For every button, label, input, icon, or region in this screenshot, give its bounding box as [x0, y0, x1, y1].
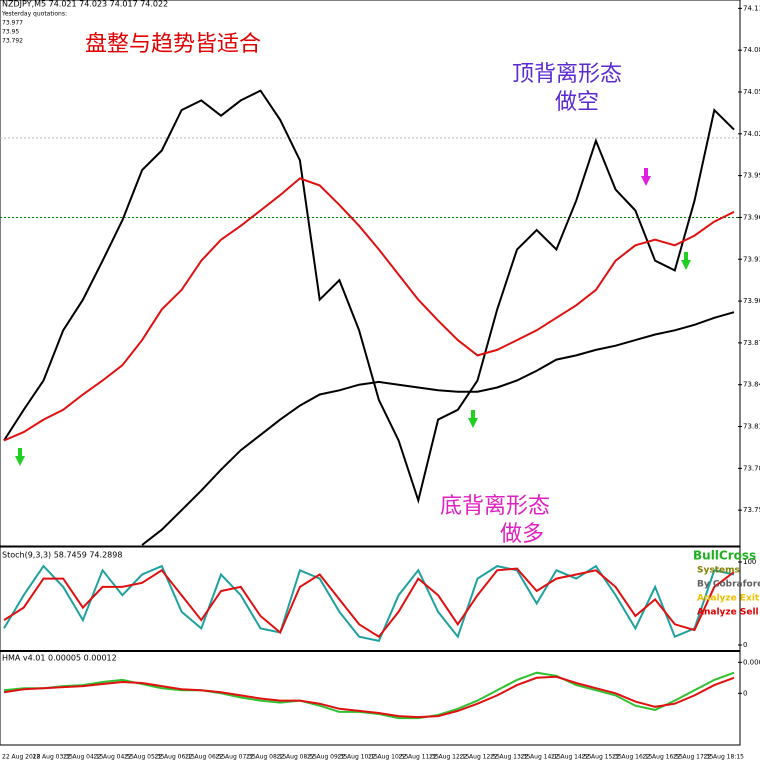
y-tick-label: 0.0003	[743, 658, 760, 666]
series-line	[3, 564, 735, 643]
y-tick-label: 73.935	[743, 255, 760, 263]
series-line	[3, 177, 735, 442]
y-tick-label: 73.905	[743, 297, 760, 305]
x-tick-label: 22 Aug 18:15	[704, 754, 745, 761]
x-tick-label: 22 Aug 07:35	[216, 754, 257, 761]
indicator-label: Analyze Sell	[697, 608, 759, 618]
buy-arrow	[681, 252, 691, 270]
x-tick-label: 22 Aug 09:35	[307, 754, 348, 761]
buy-arrow	[468, 410, 478, 428]
x-tick-label: 22 Aug 16:15	[612, 754, 653, 761]
series-line	[3, 567, 735, 639]
x-tick-label: 22 Aug 15:35	[582, 754, 623, 761]
y-tick-label: 73.965	[743, 213, 760, 221]
x-tick-label: 22 Aug 12:15	[429, 754, 470, 761]
y-tick-label: 74.115	[743, 4, 760, 12]
x-tick-label: 22 Aug 04:15	[63, 754, 104, 761]
annotation: 顶背离形态	[512, 62, 622, 87]
sell-arrow	[641, 168, 651, 186]
y-tick-label: 74.085	[743, 46, 760, 54]
x-tick-label: 22 Aug 2018	[2, 754, 41, 761]
y-tick-label: 74.025	[743, 130, 760, 138]
y-tick-label: 73.995	[743, 172, 760, 180]
x-tick-label: 22 Aug 08:15	[246, 754, 287, 761]
indicator-header: HMA v4.01 0.00005 0.00012	[2, 654, 117, 663]
x-tick-label: 22 Aug 06:15	[155, 754, 196, 761]
quote-note: 73.977	[2, 20, 23, 27]
x-tick-label: 22 Aug 05:35	[124, 754, 165, 761]
x-tick-label: 22 Aug 16:55	[643, 754, 684, 761]
x-tick-label: 22 Aug 06:55	[185, 754, 226, 761]
indicator-header: Stoch(9,3,3) 58.7459 74.2898	[2, 551, 122, 560]
x-tick-label: 22 Aug 12:55	[460, 754, 501, 761]
plot-frame	[0, 0, 741, 746]
indicator-label: By Cobraforex	[697, 580, 760, 590]
y-tick-label: 100	[743, 558, 756, 566]
x-tick-label: 22 Aug 14:15	[521, 754, 562, 761]
series-line	[141, 311, 735, 546]
y-tick-label: 73.785	[743, 464, 760, 472]
quote-note: 73.792	[2, 38, 23, 45]
indicator-label: BullCross	[693, 549, 756, 563]
annotation: 盘整与趋势皆适合	[85, 32, 261, 57]
series-line	[3, 89, 735, 505]
x-tick-label: 22 Aug 17:35	[673, 754, 714, 761]
y-tick-label: 73.755	[743, 506, 760, 514]
x-tick-label: 22 Aug 13:35	[490, 754, 531, 761]
x-tick-label: 22 Aug 08:55	[277, 754, 318, 761]
x-tick-label: 22 Aug 04:55	[94, 754, 135, 761]
x-tick-label: 22 Aug 10:15	[338, 754, 379, 761]
x-tick-label: 22 Aug 03:35	[33, 754, 74, 761]
y-tick-label: 0	[743, 689, 747, 697]
quote-note: Yesterday quotations:	[1, 11, 67, 18]
indicator-label: Analyze Exit	[697, 594, 760, 604]
indicator-label: Systems	[697, 566, 740, 576]
quote-note: 73.95	[2, 29, 19, 36]
annotation: 底背离形态	[440, 494, 550, 519]
y-tick-label: 74.055	[743, 88, 760, 96]
x-tick-label: 22 Aug 11:35	[399, 754, 440, 761]
series-line	[3, 675, 735, 719]
annotation: 做空	[555, 90, 599, 115]
chart-header: NZDJPY,M5 74.021 74.023 74.017 74.022	[2, 0, 168, 9]
y-tick-label: 73.815	[743, 423, 760, 431]
y-tick-label: 73.875	[743, 339, 760, 347]
annotation: 做多	[500, 522, 544, 547]
y-tick-label: 73.845	[743, 381, 760, 389]
y-tick-label: 0	[743, 641, 747, 649]
buy-arrow	[15, 448, 25, 466]
x-tick-label: 22 Aug 14:55	[551, 754, 592, 761]
x-tick-label: 22 Aug 10:55	[368, 754, 409, 761]
